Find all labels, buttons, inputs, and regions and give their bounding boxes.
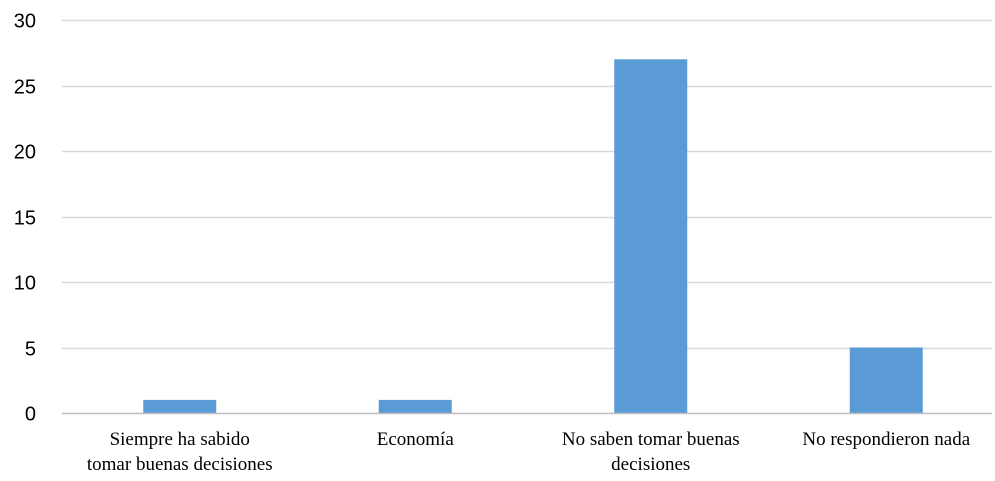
y-tick-label: 30 [14,11,36,33]
gridlines [62,19,992,350]
y-tick-label: 5 [25,339,36,361]
x-tick-label: No saben tomar buenas decisiones [562,429,740,475]
y-tick-label: 20 [14,142,36,164]
y-tick-label: 25 [14,77,36,99]
bar [143,399,217,413]
y-axis-ticks: 0 5 10 15 20 25 30 [14,11,36,426]
x-tick-label: No respondieron nada [802,429,970,450]
bar [614,59,688,414]
x-tick-label: Siempre ha sabido tomar buenas decisiones [87,429,273,475]
x-axis-ticks: Siempre ha sabido tomar buenas decisiones… [87,429,971,475]
y-tick-label: 10 [14,273,36,295]
bar [378,399,452,413]
y-tick-label: 15 [14,208,36,230]
bar [849,347,923,413]
y-tick-label: 0 [25,404,36,426]
x-tick-label: Economía [377,429,455,450]
bars [143,59,923,414]
